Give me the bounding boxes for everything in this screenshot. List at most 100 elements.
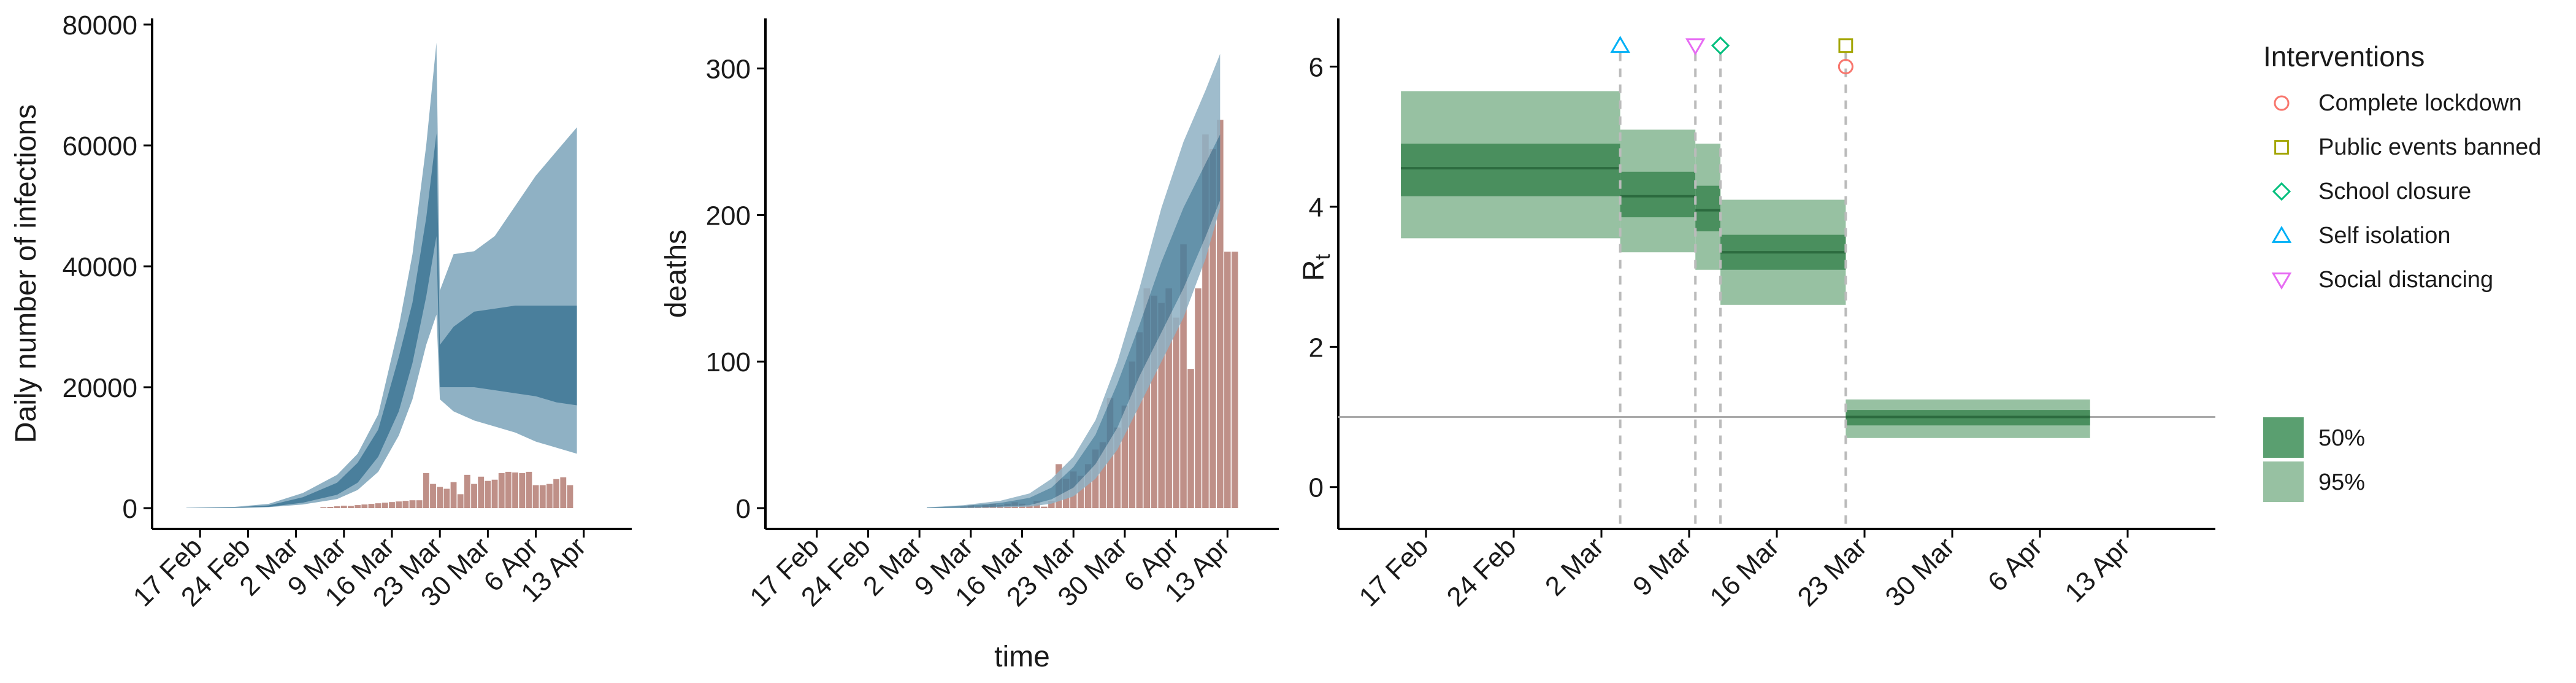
infections-bar <box>485 480 491 508</box>
deaths-bar <box>1041 506 1048 508</box>
infections-50-band <box>186 133 577 509</box>
infections-bar <box>560 477 567 508</box>
legend-marker-triangle-up <box>2271 226 2292 243</box>
x-tick-label: 2 Mar <box>857 531 927 601</box>
infections-bar <box>491 479 498 508</box>
infections-bar <box>505 471 512 508</box>
legend-label: School closure <box>2318 179 2471 204</box>
deaths-50-band <box>927 134 1221 509</box>
y-axis-title: Rt <box>1298 253 1335 281</box>
deaths-bar <box>1173 317 1179 508</box>
rt-50-band-segment <box>1695 185 1721 231</box>
deaths-bar <box>1195 288 1202 508</box>
y-tick-label: 80000 <box>63 10 137 41</box>
x-tick-label: 17 Feb <box>1354 531 1435 612</box>
rt-50-band-segment <box>1620 171 1696 218</box>
infections-bar <box>396 501 402 508</box>
deaths-bar <box>1224 252 1231 508</box>
y-tick-label: 0 <box>1309 473 1324 503</box>
legend-label: 50% <box>2318 425 2365 451</box>
y-tick-label: 0 <box>736 494 751 524</box>
legend-title: Interventions <box>2263 41 2425 72</box>
deaths-bands <box>927 53 1221 509</box>
x-tick-label: 30 Mar <box>1880 531 1960 612</box>
legend-swatch-95% <box>2263 461 2304 502</box>
deaths-bar <box>1048 501 1055 508</box>
y-tick-label: 6 <box>1309 53 1324 83</box>
legend-marker-circle <box>2274 95 2290 111</box>
infections-bar <box>327 507 334 508</box>
infections-bar <box>512 472 519 508</box>
x-tick-label: 13 Apr <box>2059 531 2136 608</box>
deaths-bar <box>1084 464 1092 508</box>
deaths-bar <box>1151 295 1157 508</box>
infections-bar <box>471 484 477 508</box>
legend-label: Social distancing <box>2318 267 2493 293</box>
infections-bar <box>539 485 546 508</box>
deaths-bar <box>1231 252 1238 508</box>
intervention-marker-triangle-down <box>1685 38 1706 56</box>
infections-bar <box>348 506 354 508</box>
deaths-bar <box>1202 134 1209 508</box>
deaths-bar <box>1114 427 1121 508</box>
y-axis-title: deaths <box>660 230 692 318</box>
infections-bar <box>519 473 526 508</box>
infections-bar <box>478 476 485 508</box>
x-tick-label: 23 Mar <box>1792 531 1873 612</box>
x-axis-title: time <box>994 641 1050 673</box>
deaths-bar <box>1158 303 1165 508</box>
x-tick-label: 9 Mar <box>1627 531 1697 601</box>
infections-bar <box>361 504 368 508</box>
legend-label: Public events banned <box>2318 134 2541 160</box>
legend-label: 95% <box>2318 469 2365 495</box>
deaths-bar <box>1092 449 1099 508</box>
x-tick-label: 6 Apr <box>1982 531 2048 597</box>
legend-marker-diamond <box>2272 182 2291 201</box>
infections-bar <box>409 500 416 508</box>
deaths-bar <box>1143 288 1151 508</box>
infections-bar <box>526 471 532 508</box>
infections-bar <box>416 500 423 508</box>
infections-bar <box>464 474 470 508</box>
deaths-bar <box>1099 442 1106 508</box>
legend-marker-triangle-down <box>2271 272 2292 290</box>
x-tick-label: 2 Mar <box>1539 531 1609 601</box>
rt-50-band-segment <box>1401 144 1620 196</box>
infections-95-band <box>186 42 577 508</box>
deaths-bar <box>1217 120 1224 508</box>
infections-bar <box>375 503 381 508</box>
y-tick-label: 200 <box>706 201 751 231</box>
y-tick-label: 40000 <box>63 252 137 282</box>
legend: Interventions Complete lockdown Public eve… <box>2263 41 2541 502</box>
infections-bar <box>320 507 327 508</box>
infections-bar <box>437 487 443 508</box>
deaths-bar <box>1077 476 1084 508</box>
x-tick-label: 16 Mar <box>1704 531 1785 612</box>
y-axis-title-main: R <box>1298 260 1330 281</box>
deaths-bar <box>1187 369 1194 508</box>
infections-bar <box>443 488 450 508</box>
infections-bar <box>553 479 560 508</box>
y-tick-label: 100 <box>706 347 751 377</box>
intervention-marker-triangle-up <box>1610 36 1630 53</box>
infections-bar <box>402 501 409 508</box>
y-tick-label: 300 <box>706 55 751 85</box>
infections-bar <box>498 473 505 508</box>
infections-bar <box>457 494 464 508</box>
legend-swatch-50% <box>2263 417 2304 458</box>
infections-bar <box>546 484 553 508</box>
y-axis-title-subscript: t <box>1311 253 1335 260</box>
y-tick-label: 4 <box>1309 193 1324 223</box>
infections-bar <box>423 473 429 508</box>
x-tick-label: 24 Feb <box>1441 531 1522 612</box>
infections-bar <box>355 505 361 508</box>
y-axis-title: Daily number of infections <box>10 104 42 443</box>
axes-panel-2: 0 2 4 6 17 Feb 24 Feb 2 Mar 9 Mar 16 Mar 23 Mar 30… <box>1298 18 2215 612</box>
legend-label: Self isolation <box>2318 223 2450 249</box>
infections-bar <box>334 506 340 508</box>
infections-bar <box>430 484 436 508</box>
infections-bar <box>340 506 347 508</box>
